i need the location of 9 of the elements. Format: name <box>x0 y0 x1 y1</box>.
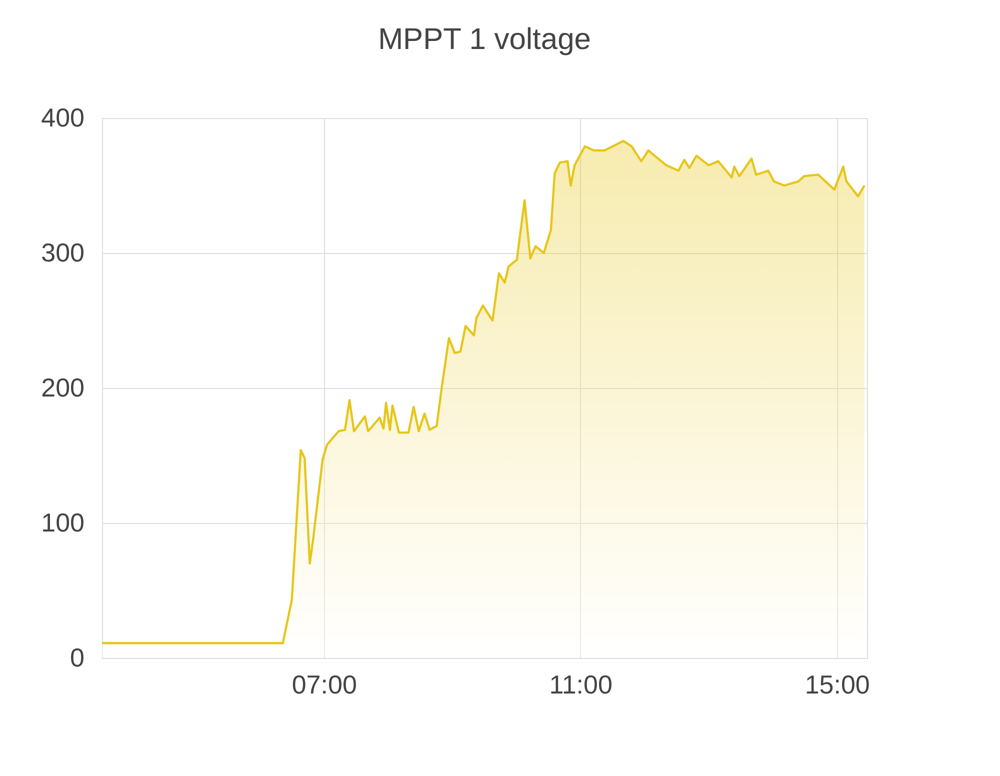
y-tick-label: 200 <box>41 372 84 402</box>
x-tick-label: 07:00 <box>292 670 357 700</box>
y-tick-label: 300 <box>41 238 84 268</box>
y-tick-label: 0 <box>70 642 84 672</box>
x-tick-label: 15:00 <box>804 670 870 700</box>
y-tick-label: 400 <box>41 102 84 132</box>
x-tick-label: 11:00 <box>549 670 612 700</box>
chart-title: MPPT 1 voltage <box>378 23 591 56</box>
y-tick-label: 100 <box>41 508 84 538</box>
